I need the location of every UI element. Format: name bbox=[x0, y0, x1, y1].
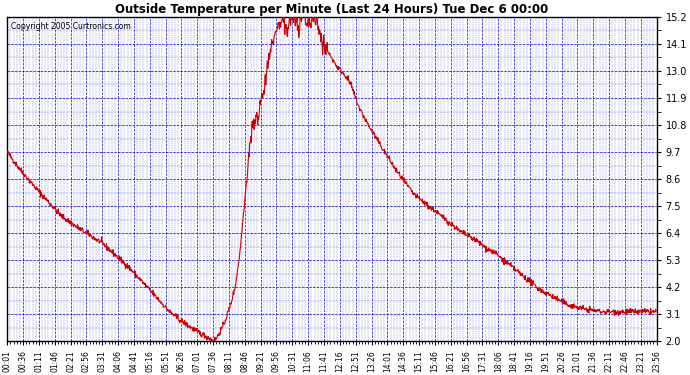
Text: Copyright 2005 Curtronics.com: Copyright 2005 Curtronics.com bbox=[10, 22, 130, 31]
Title: Outside Temperature per Minute (Last 24 Hours) Tue Dec 6 00:00: Outside Temperature per Minute (Last 24 … bbox=[115, 3, 549, 16]
